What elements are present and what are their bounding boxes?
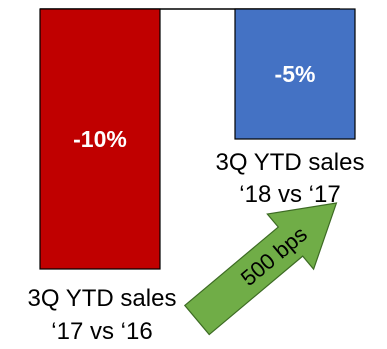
bar-1 — [39, 8, 161, 270]
category-label-1-line-2: ‘17 vs ‘16 — [51, 318, 152, 345]
data-label-1: -10% — [73, 126, 127, 152]
up-right-arrow-icon: 500 bps — [183, 202, 338, 336]
bar-2 — [234, 8, 356, 140]
category-label-2-line-1: 3Q YTD sales — [216, 149, 365, 176]
category-label-1-line-1: 3Q YTD sales — [28, 285, 177, 312]
data-label-2: -5% — [275, 61, 316, 87]
category-label-2-line-2: ‘18 vs ‘17 — [239, 181, 340, 208]
